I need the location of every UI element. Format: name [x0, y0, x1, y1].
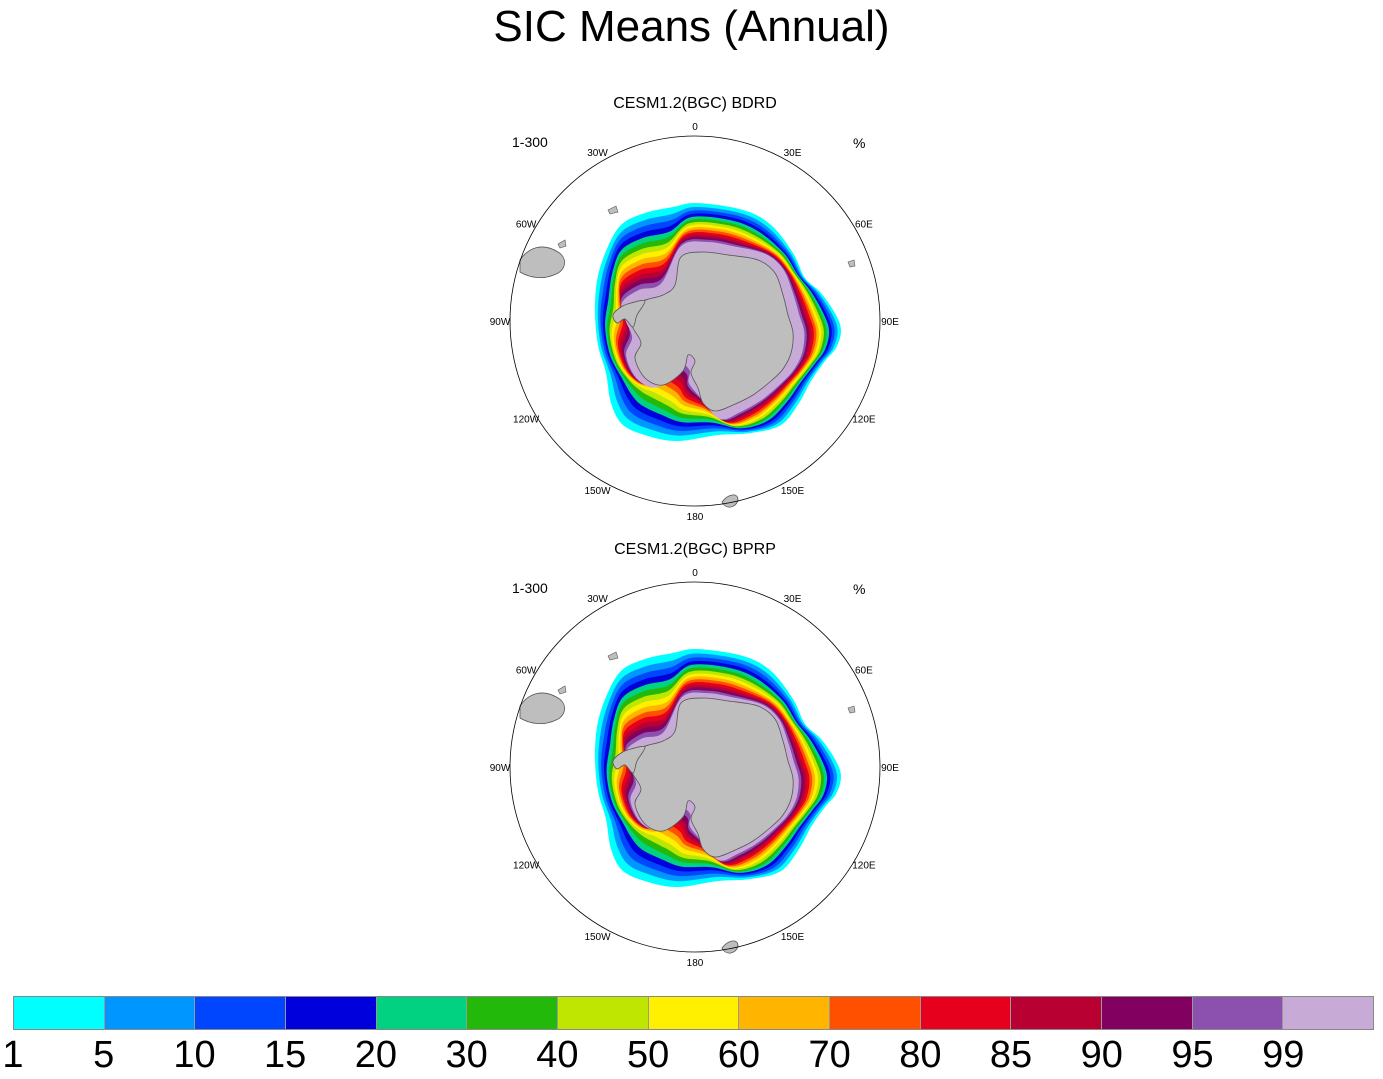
kerguelen-island	[847, 259, 856, 268]
colorbar-label: 99	[1262, 1034, 1305, 1076]
longitude-label: 150E	[781, 486, 805, 497]
longitude-label: 90W	[490, 317, 511, 328]
colorbar-labels: 1 5 10 15 20 30 40 50 60 70 80 85 90 95 99	[0, 1034, 1383, 1079]
colorbar	[13, 996, 1374, 1030]
colorbar-label: 85	[989, 1034, 1033, 1076]
longitude-label: 150W	[584, 486, 611, 497]
longitude-label: 90W	[490, 763, 511, 774]
new-zealand-land	[721, 494, 739, 508]
panel-title-bdrd: CESM1.2(BGC) BDRD	[613, 95, 777, 112]
panel-left-string: 1-300	[512, 580, 548, 596]
longitude-label: 60E	[855, 220, 873, 231]
longitude-label: 30E	[784, 594, 802, 605]
colorbar-box	[376, 997, 468, 1029]
colorbar-box	[1192, 997, 1284, 1029]
longitude-label: 60E	[855, 666, 873, 677]
panel-title-bprp: CESM1.2(BGC) BPRP	[614, 541, 776, 558]
longitude-label: 180	[687, 958, 704, 969]
colorbar-label: 20	[354, 1034, 398, 1076]
south-america-land	[519, 692, 565, 724]
south-georgia-island	[607, 205, 619, 215]
kerguelen-island	[847, 705, 856, 714]
colorbar-label: 1	[2, 1034, 24, 1076]
colorbar-box	[920, 997, 1012, 1029]
colorbar-box	[1011, 997, 1103, 1029]
colorbar-box	[648, 997, 740, 1029]
colorbar-label: 40	[536, 1034, 579, 1076]
longitude-label: 120E	[852, 415, 876, 426]
longitude-label: 30W	[587, 594, 608, 605]
colorbar-label: 30	[445, 1034, 488, 1076]
longitude-label: 90E	[881, 317, 899, 328]
longitude-label: 120W	[513, 861, 540, 872]
longitude-label: 0	[692, 122, 698, 133]
falkland-islands	[557, 685, 567, 695]
south-america-land	[519, 246, 565, 278]
colorbar-label: 90	[1080, 1034, 1123, 1076]
colorbar-box	[1283, 997, 1374, 1029]
panel-units: %	[853, 581, 866, 597]
colorbar-label: 50	[626, 1034, 670, 1076]
map-boundary	[509, 581, 881, 953]
colorbar-box	[195, 997, 287, 1029]
colorbar-box	[14, 997, 105, 1029]
panel-left-string: 1-300	[512, 134, 548, 150]
longitude-label: 150W	[584, 932, 611, 943]
figure-title: SIC Means (Annual)	[493, 2, 890, 51]
colorbar-label: 60	[717, 1034, 760, 1076]
longitude-label: 90E	[881, 763, 899, 774]
longitude-label: 120W	[513, 415, 540, 426]
longitude-label: 150E	[781, 932, 805, 943]
colorbar-label: 15	[264, 1034, 307, 1076]
colorbar-label: 95	[1171, 1034, 1214, 1076]
colorbar-label: 10	[173, 1034, 216, 1076]
colorbar-label: 5	[93, 1034, 115, 1076]
polar-map-bprp: 0 30E 60E 90E 120E 150E 180 150W 120W 90W 60W 30W	[490, 568, 900, 969]
colorbar-box	[467, 997, 559, 1029]
longitude-label: 60W	[516, 220, 537, 231]
colorbar-box	[830, 997, 921, 1029]
longitude-label: 0	[692, 568, 698, 579]
colorbar-box	[104, 997, 196, 1029]
colorbar-box	[1102, 997, 1193, 1029]
longitude-label: 60W	[516, 666, 537, 677]
colorbar-label: 70	[808, 1034, 851, 1076]
colorbar-box	[286, 997, 377, 1029]
colorbar-box	[558, 997, 649, 1029]
longitude-label: 30E	[784, 148, 802, 159]
longitude-label: 180	[687, 512, 704, 523]
falkland-islands	[557, 239, 567, 249]
colorbar-label: 80	[899, 1034, 942, 1076]
polar-map-bdrd: 0 30E 60E 90E 120E 150E 180 150W 120W 90W 60W 30W	[490, 122, 900, 523]
antarctic-peninsula	[612, 745, 646, 774]
longitude-label: 30W	[587, 148, 608, 159]
new-zealand-land	[721, 940, 739, 954]
south-georgia-island	[607, 651, 619, 661]
longitude-label: 120E	[852, 861, 876, 872]
map-boundary	[509, 135, 881, 507]
colorbar-box	[739, 997, 831, 1029]
panel-units: %	[853, 135, 866, 151]
antarctic-peninsula	[612, 299, 646, 328]
